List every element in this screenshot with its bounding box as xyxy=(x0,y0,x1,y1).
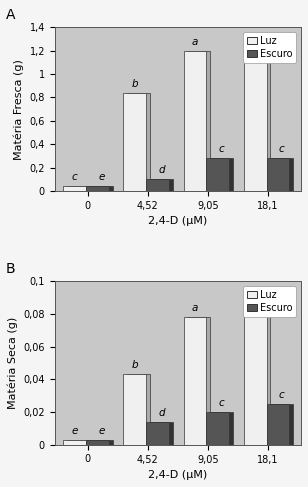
Text: d: d xyxy=(158,165,165,175)
Bar xyxy=(266,158,289,191)
Bar xyxy=(270,158,293,191)
Text: a: a xyxy=(252,45,258,55)
Bar xyxy=(210,412,233,445)
Bar xyxy=(67,186,90,191)
Bar xyxy=(188,317,210,445)
Bar xyxy=(188,51,210,191)
Text: e: e xyxy=(98,426,105,436)
X-axis label: 2,4-D (μM): 2,4-D (μM) xyxy=(148,470,208,480)
Text: a: a xyxy=(192,37,198,47)
Y-axis label: Matéria Fresca (g): Matéria Fresca (g) xyxy=(14,59,24,160)
Y-axis label: Matéria Seca (g): Matéria Seca (g) xyxy=(7,317,18,409)
Bar xyxy=(128,93,150,191)
Bar xyxy=(210,158,233,191)
Bar xyxy=(184,317,206,445)
Text: a: a xyxy=(252,298,258,308)
Bar xyxy=(244,59,266,191)
Text: c: c xyxy=(72,172,78,182)
Text: c: c xyxy=(279,144,285,154)
Bar xyxy=(150,422,173,445)
Bar xyxy=(67,440,90,445)
Text: c: c xyxy=(219,398,225,408)
Text: e: e xyxy=(98,172,105,182)
Bar xyxy=(248,59,270,191)
Text: a: a xyxy=(192,303,198,313)
Bar xyxy=(266,404,289,445)
Bar xyxy=(146,422,169,445)
Legend: Luz, Escuro: Luz, Escuro xyxy=(243,32,296,63)
Bar xyxy=(90,440,113,445)
Text: c: c xyxy=(279,390,285,400)
Bar xyxy=(63,186,86,191)
Bar xyxy=(128,375,150,445)
Bar xyxy=(86,186,109,191)
Bar xyxy=(244,312,266,445)
Text: b: b xyxy=(132,360,138,371)
Text: d: d xyxy=(158,408,165,418)
Bar xyxy=(124,93,146,191)
Text: B: B xyxy=(6,262,15,276)
Bar xyxy=(184,51,206,191)
Bar xyxy=(206,412,229,445)
Text: c: c xyxy=(219,144,225,154)
Bar xyxy=(270,404,293,445)
Text: A: A xyxy=(6,8,15,22)
Bar xyxy=(63,440,86,445)
Bar xyxy=(90,186,113,191)
Legend: Luz, Escuro: Luz, Escuro xyxy=(243,286,296,317)
Text: e: e xyxy=(72,426,78,436)
Text: b: b xyxy=(132,79,138,89)
X-axis label: 2,4-D (μM): 2,4-D (μM) xyxy=(148,216,208,226)
Bar xyxy=(146,179,169,191)
Bar xyxy=(206,158,229,191)
Bar xyxy=(124,375,146,445)
Bar xyxy=(150,179,173,191)
Bar xyxy=(248,312,270,445)
Bar xyxy=(86,440,109,445)
